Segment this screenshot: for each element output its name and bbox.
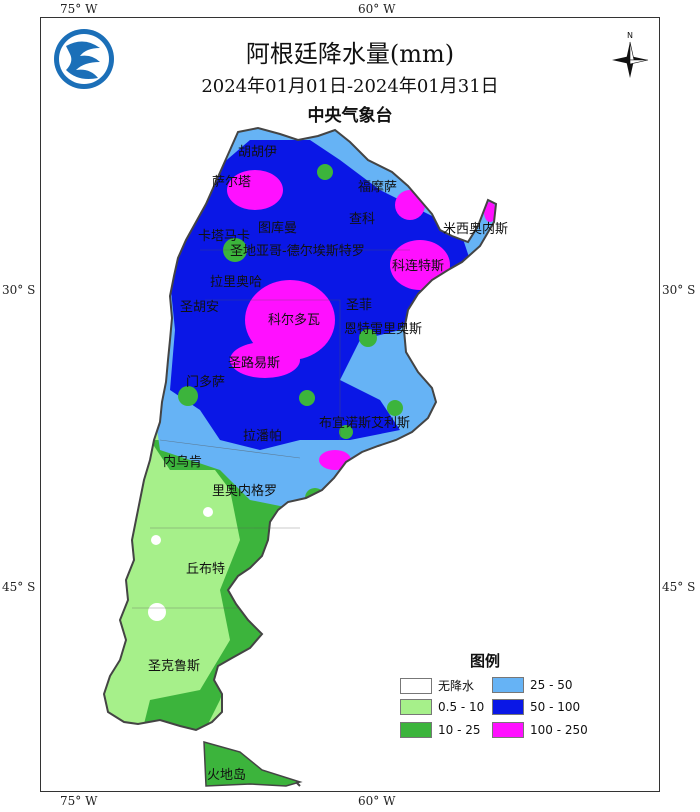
lon-label-bottom-75w: 75° W xyxy=(60,794,98,808)
place-label-misiones: 米西奥内斯 xyxy=(443,221,508,237)
place-label-la-rioja: 拉里奥哈 xyxy=(210,275,262,290)
place-label-tierra-del-fuego: 火地岛 xyxy=(207,767,246,783)
lon-label-top-75w: 75° W xyxy=(60,2,98,16)
place-label-neuquen: 内乌肯 xyxy=(163,454,202,470)
tierra-del-fuego-shape xyxy=(203,741,303,787)
lon-label-top-60w: 60° W xyxy=(358,2,396,16)
legend-label: 50 - 100 xyxy=(530,700,581,714)
legend-item-25-50: 25 - 50 xyxy=(492,677,573,693)
province-borders xyxy=(132,249,410,609)
lat-label-left-30s: 30° S xyxy=(2,283,36,297)
legend-swatch xyxy=(400,677,432,694)
legend-swatch xyxy=(400,699,432,715)
place-label-jujuy: 胡胡伊 xyxy=(238,145,277,160)
legend-swatch xyxy=(492,677,524,693)
place-label-san-juan: 圣胡安 xyxy=(180,300,219,315)
legend-swatch xyxy=(400,722,432,738)
map-title: 阿根廷降水量(mm) xyxy=(245,40,455,68)
map-agency: 中央气象台 xyxy=(307,106,393,126)
place-label-corrientes: 科连特斯 xyxy=(392,258,444,274)
legend-label: 无降水 xyxy=(438,679,475,693)
legend-label: 25 - 50 xyxy=(530,678,573,692)
legend-label: 0.5 - 10 xyxy=(438,700,485,714)
place-label-buenos-aires: 布宜诺斯艾利斯 xyxy=(319,416,410,431)
lon-label-bottom-60w: 60° W xyxy=(358,794,396,808)
lat-label-left-45s: 45° S xyxy=(2,580,36,594)
precip-zones xyxy=(104,128,496,730)
place-label-santa-cruz: 圣克鲁斯 xyxy=(148,659,200,674)
place-label-santa-fe: 圣菲 xyxy=(346,298,372,313)
legend-swatch xyxy=(492,722,524,738)
legend-swatch xyxy=(492,699,524,715)
place-label-chubut: 丘布特 xyxy=(186,562,225,577)
legend-item-0-5-10: 0.5 - 10 xyxy=(400,699,484,715)
legend-item-100-250: 100 - 250 xyxy=(492,722,588,738)
place-label-chaco: 查科 xyxy=(349,212,375,227)
lat-label-right-45s: 45° S xyxy=(662,580,696,594)
place-label-san-luis: 圣路易斯 xyxy=(228,355,280,371)
legend-item-10-25: 10 - 25 xyxy=(400,722,481,738)
place-label-la-pampa: 拉潘帕 xyxy=(243,429,282,444)
north-arrow-letter: N xyxy=(627,31,633,40)
place-label-salta: 萨尔塔 xyxy=(212,175,251,190)
place-label-cordoba: 科尔多瓦 xyxy=(268,312,320,328)
north-arrow-icon: N xyxy=(612,31,649,78)
place-label-catamarca: 卡塔马卡 xyxy=(198,229,250,244)
legend-item-no-rain: 无降水 xyxy=(400,677,474,694)
place-label-mendoza: 门多萨 xyxy=(186,374,225,390)
tierra-del-fuego-tip xyxy=(295,781,301,787)
map-date-range: 2024年01月01日-2024年01月31日 xyxy=(201,76,499,97)
legend-title: 图例 xyxy=(470,652,501,670)
legend-label: 100 - 250 xyxy=(530,723,588,737)
place-label-formosa: 福摩萨 xyxy=(358,179,397,195)
place-label-rio-negro: 里奥内格罗 xyxy=(212,483,277,499)
place-label-santiago-del-estero: 圣地亚哥-德尔埃斯特罗 xyxy=(230,244,365,259)
place-label-tucuman: 图库曼 xyxy=(258,220,297,236)
lat-label-right-30s: 30° S xyxy=(662,283,696,297)
legend-item-50-100: 50 - 100 xyxy=(492,699,580,715)
cma-logo-icon xyxy=(54,29,114,89)
place-label-entre-rios: 恩特雷里奥斯 xyxy=(344,322,422,337)
legend-label: 10 - 25 xyxy=(438,723,481,737)
